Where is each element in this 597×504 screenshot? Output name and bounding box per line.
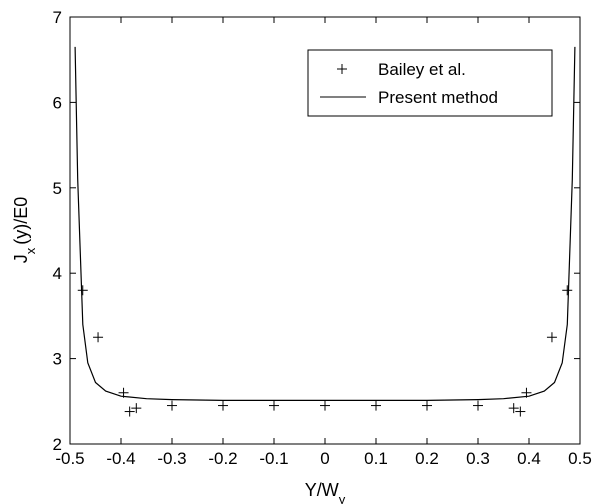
x-axis-title: Y/Wy [305, 480, 346, 504]
data-point-bailey [131, 403, 142, 414]
y-tick-label: 4 [53, 264, 62, 283]
legend-box [307, 49, 553, 117]
plot-marks [74, 46, 576, 417]
tick-labels: -0.5 -0.4 -0.3 -0.2 -0.1 0 0.1 0.2 0.3 0.4 0.5 2 3 4 5… [53, 8, 592, 468]
x-tick-label: 0.4 [517, 449, 541, 468]
y-tick-label: 6 [53, 93, 62, 112]
data-point-bailey [546, 332, 557, 343]
data-point-bailey [320, 400, 330, 411]
x-tick-label: 0.3 [466, 449, 490, 468]
series-line-present-method [74, 46, 576, 401]
data-point-bailey [562, 285, 573, 296]
x-tick-label: -0.4 [106, 449, 135, 468]
data-point-bailey [371, 400, 381, 411]
data-point-bailey [521, 387, 532, 398]
x-tick-label: -0.1 [259, 449, 288, 468]
data-point-bailey [118, 387, 129, 398]
x-tick-label: 0 [320, 449, 329, 468]
y-tick-label: 7 [53, 8, 62, 27]
legend: Bailey et al. Present method [307, 49, 553, 117]
data-point-bailey [515, 406, 526, 417]
y-tick-label: 3 [53, 350, 62, 369]
y-axis-title: Jx(y)/E0 [11, 197, 38, 264]
legend-label-bailey: Bailey et al. [378, 60, 466, 79]
x-tick-label: -0.5 [55, 449, 84, 468]
x-tick-label: 0.5 [568, 449, 592, 468]
plot-frame [69, 16, 581, 445]
data-point-bailey [422, 400, 432, 411]
data-point-bailey [124, 406, 135, 417]
y-tick-label: 5 [53, 179, 62, 198]
data-point-bailey [93, 332, 104, 343]
x-tick-label: -0.2 [208, 449, 237, 468]
x-tick-label: 0.1 [364, 449, 388, 468]
data-point-bailey [269, 400, 279, 411]
x-tick-label: -0.3 [157, 449, 186, 468]
data-point-bailey [473, 400, 483, 411]
data-point-bailey [218, 400, 228, 411]
legend-label-present: Present method [378, 88, 498, 107]
y-tick-label: 2 [53, 435, 62, 454]
data-point-bailey [167, 400, 177, 411]
legend-marker-bailey [337, 64, 347, 74]
x-tick-label: 0.2 [415, 449, 439, 468]
data-point-bailey [508, 403, 519, 414]
data-point-bailey [77, 285, 88, 296]
